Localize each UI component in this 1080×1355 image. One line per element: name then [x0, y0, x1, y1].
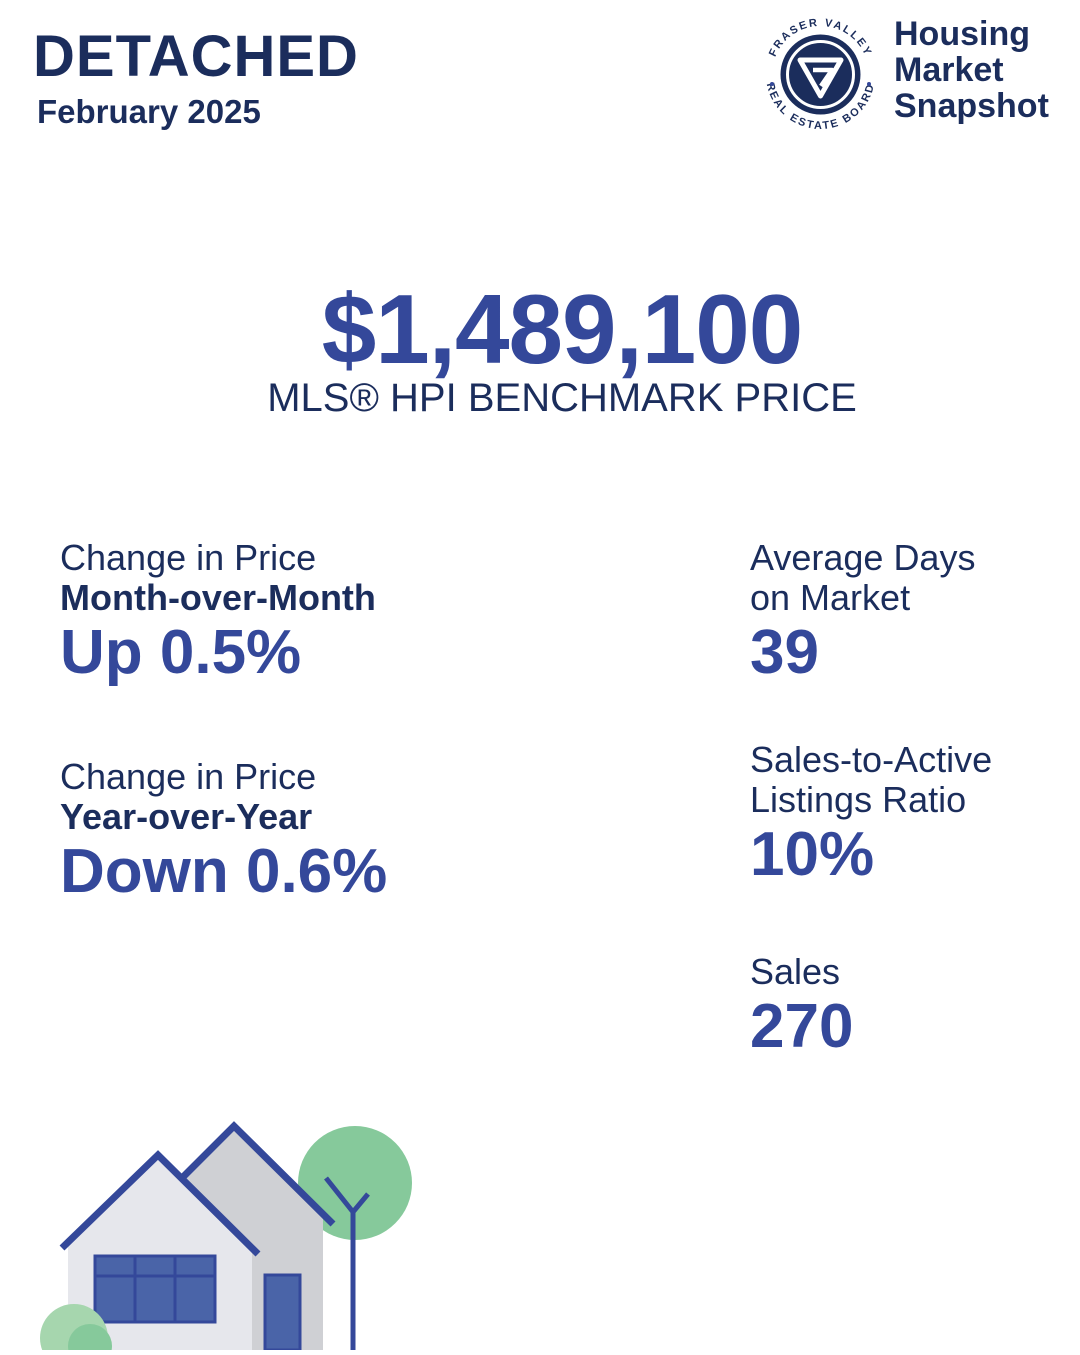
fvreb-logo-icon: FRASER VALLEY REAL ESTATE BOARD — [758, 12, 883, 137]
stat-title: Sales — [750, 951, 841, 992]
benchmark-price-label: MLS® HPI BENCHMARK PRICE — [267, 376, 857, 420]
houses-and-trees-illustration-icon — [30, 1110, 430, 1355]
category-title: DETACHED — [33, 24, 359, 89]
stat-title: Change in Price — [60, 756, 317, 797]
snapshot-title: Housing Market Snapshot — [894, 16, 1049, 124]
benchmark-price: $1,489,100 — [321, 274, 803, 384]
stat-year-over-year: Change in Price Year-over-Year Down 0.6% — [60, 757, 387, 907]
snapshot-line-3: Snapshot — [894, 87, 1049, 125]
stat-subtitle: Month-over-Month — [60, 577, 376, 618]
stat-sales-to-active-ratio: Sales-to-Active Listings Ratio 10% — [750, 740, 992, 890]
stat-value: 10% — [750, 820, 875, 889]
snapshot-line-1: Housing — [894, 15, 1030, 53]
snapshot-line-2: Market — [894, 51, 1004, 89]
stat-subtitle: Year-over-Year — [60, 796, 313, 837]
stat-title-line-2: Listings Ratio — [750, 779, 967, 820]
stat-value: 39 — [750, 618, 819, 687]
stat-title: Change in Price — [60, 537, 317, 578]
report-period: February 2025 — [37, 93, 261, 130]
stat-sales: Sales 270 — [750, 952, 853, 1062]
stat-value: Up 0.5% — [60, 618, 302, 687]
stat-title-line-1: Average Days — [750, 537, 976, 578]
stat-title-line-2: on Market — [750, 577, 911, 618]
stat-days-on-market: Average Days on Market 39 — [750, 538, 975, 688]
stat-value: Down 0.6% — [60, 837, 388, 906]
stat-month-over-month: Change in Price Month-over-Month Up 0.5% — [60, 538, 376, 688]
stat-value: 270 — [750, 992, 854, 1061]
stat-title-line-1: Sales-to-Active — [750, 739, 993, 780]
